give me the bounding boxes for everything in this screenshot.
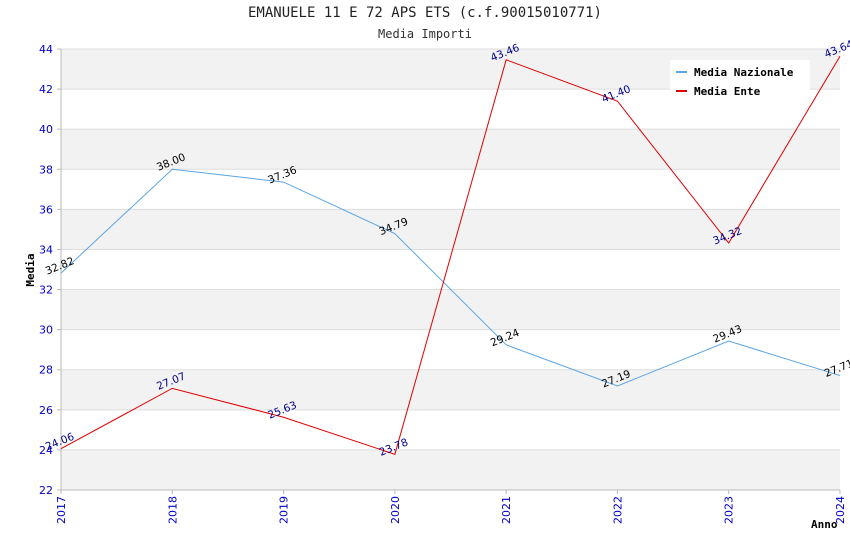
y-axis-label: Media — [24, 253, 37, 286]
x-tick-label: 2019 — [278, 496, 291, 524]
legend-label: Media Nazionale — [694, 66, 794, 79]
y-tick-label: 22 — [39, 484, 53, 497]
series-line — [60, 168, 841, 387]
x-tick-label: 2022 — [611, 496, 624, 524]
x-tick-label: 2018 — [166, 496, 179, 524]
y-tick-label: 32 — [39, 284, 53, 297]
grid-band — [61, 209, 840, 250]
grid-band — [61, 369, 840, 410]
y-tick-label: 28 — [39, 364, 53, 377]
x-tick-labels: 2017 2018 2019 2020 2021 2022 2023 2024 — [55, 490, 847, 524]
x-tick-label: 2024 — [834, 496, 847, 524]
x-tick-label: 2023 — [723, 496, 736, 524]
series-line — [60, 55, 841, 455]
legend-label: Media Ente — [694, 85, 761, 98]
legend-box — [670, 60, 810, 100]
y-tick-label: 42 — [39, 83, 53, 96]
chart-title: EMANUELE 11 E 72 APS ETS (c.f.9001501077… — [247, 5, 602, 21]
x-tick-label: 2020 — [389, 496, 402, 524]
x-tick-label: 2021 — [500, 496, 513, 524]
chart-subtitle: Media Importi — [378, 27, 472, 41]
data-label: 32.82 — [44, 255, 76, 277]
y-tick-label: 40 — [39, 123, 53, 136]
y-tick-label: 24 — [39, 444, 53, 457]
legend: Media Nazionale Media Ente — [670, 60, 810, 100]
grid-band — [61, 449, 840, 490]
grid-bands — [61, 48, 840, 491]
axes — [60, 49, 840, 491]
y-tick-label: 30 — [39, 324, 53, 337]
y-tick-label: 36 — [39, 203, 53, 216]
x-tick-label: 2017 — [55, 496, 68, 524]
grid-band — [61, 129, 840, 170]
x-axis-label: Anno — [811, 518, 838, 531]
series-lines — [60, 55, 841, 455]
y-tick-labels: 22 24 26 28 30 32 34 36 38 40 42 44 — [39, 43, 61, 497]
y-tick-label: 38 — [39, 163, 53, 176]
y-tick-label: 44 — [39, 43, 53, 56]
data-label: 29.24 — [489, 327, 522, 350]
y-tick-label: 34 — [39, 243, 53, 256]
y-tick-label: 26 — [39, 404, 53, 417]
grid-band — [61, 289, 840, 330]
